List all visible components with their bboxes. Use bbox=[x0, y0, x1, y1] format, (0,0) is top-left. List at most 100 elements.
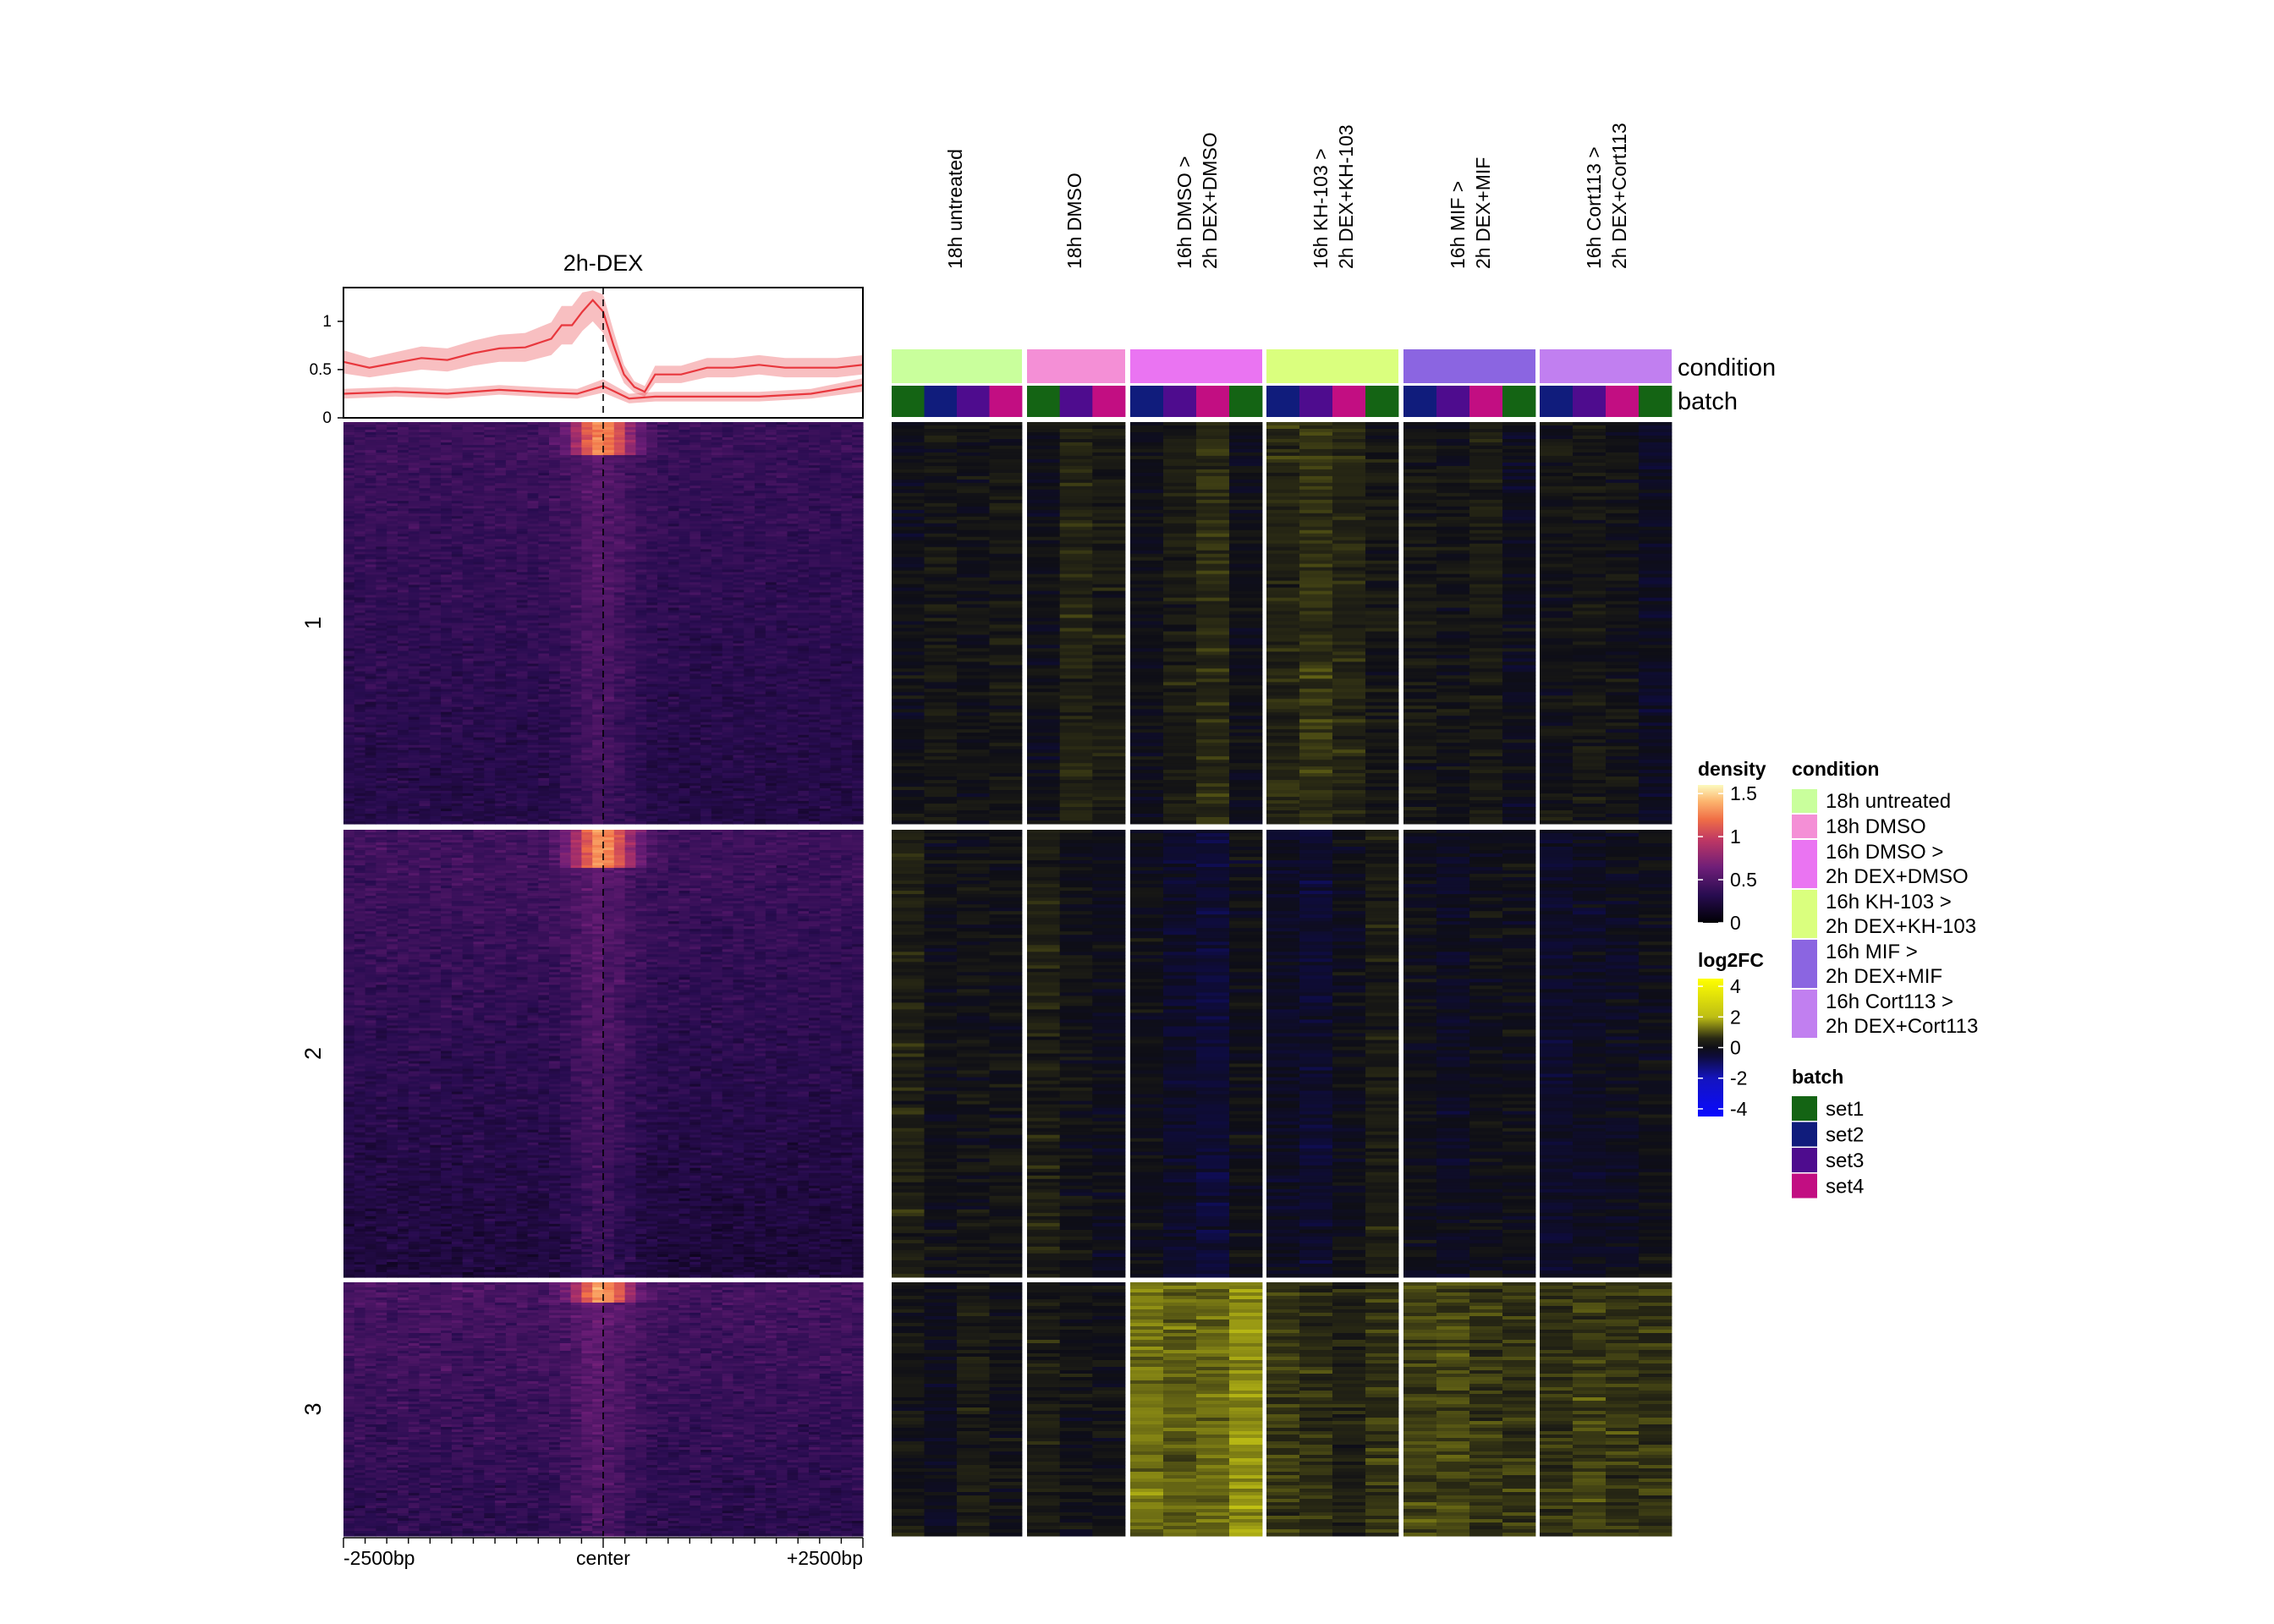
density-cell bbox=[387, 465, 398, 469]
density-cell bbox=[657, 422, 669, 425]
density-cell bbox=[733, 551, 744, 555]
density-cell bbox=[722, 584, 734, 588]
density-cell bbox=[484, 546, 496, 550]
density-cell bbox=[700, 480, 712, 484]
density-cell bbox=[841, 432, 853, 436]
density-cell bbox=[635, 478, 647, 481]
density-cell bbox=[430, 455, 442, 458]
density-cell bbox=[354, 508, 366, 512]
density-cell bbox=[776, 536, 788, 540]
density-cell bbox=[809, 640, 821, 645]
density-cell bbox=[354, 526, 366, 529]
density-cell bbox=[398, 460, 409, 464]
density-cell bbox=[408, 480, 420, 484]
density-cell bbox=[462, 501, 475, 504]
density-cell bbox=[841, 536, 853, 540]
density-cell bbox=[700, 483, 712, 486]
density-cell bbox=[581, 582, 593, 585]
density-cell bbox=[473, 529, 485, 532]
density-cell bbox=[473, 526, 485, 529]
density-cell bbox=[430, 574, 442, 578]
density-cell bbox=[387, 587, 398, 590]
density-cell bbox=[343, 427, 355, 431]
density-cell bbox=[505, 486, 518, 489]
density-cell bbox=[430, 435, 442, 438]
density-cell bbox=[376, 531, 387, 535]
density-cell bbox=[505, 559, 518, 562]
density-cell bbox=[441, 590, 453, 593]
density-cell bbox=[398, 567, 409, 570]
density-cell bbox=[646, 590, 658, 593]
density-cell bbox=[376, 506, 387, 509]
density-cell bbox=[354, 440, 366, 443]
density-cell bbox=[776, 440, 788, 443]
density-cell bbox=[462, 557, 475, 560]
density-cell bbox=[678, 503, 690, 507]
density-cell bbox=[462, 508, 475, 512]
density-cell bbox=[462, 430, 475, 433]
density-cell bbox=[657, 468, 669, 471]
density-cell bbox=[624, 584, 636, 588]
density-cell bbox=[700, 640, 712, 645]
density-cell bbox=[852, 432, 864, 436]
density-cell bbox=[398, 486, 409, 489]
density-cell bbox=[744, 513, 755, 517]
density-cell bbox=[495, 488, 507, 491]
density-cell bbox=[473, 478, 485, 481]
density-cell bbox=[667, 445, 680, 448]
density-cell bbox=[505, 681, 518, 685]
density-cell bbox=[441, 435, 453, 438]
density-cell bbox=[441, 681, 453, 685]
density-cell bbox=[408, 475, 420, 479]
density-cell bbox=[700, 551, 712, 555]
density-cell bbox=[538, 450, 550, 453]
density-cell bbox=[809, 460, 821, 464]
density-cell bbox=[635, 511, 647, 514]
density-cell bbox=[516, 468, 529, 471]
density-cell bbox=[430, 554, 442, 557]
density-cell bbox=[776, 559, 788, 562]
density-cell bbox=[527, 554, 539, 557]
density-cell bbox=[495, 455, 507, 458]
density-cell bbox=[505, 508, 518, 512]
density-cell bbox=[841, 590, 853, 593]
density-cell bbox=[538, 480, 550, 484]
density-cell bbox=[776, 442, 788, 446]
density-cell bbox=[419, 491, 431, 494]
density-cell bbox=[549, 442, 561, 446]
density-cell bbox=[495, 501, 507, 504]
density-cell bbox=[462, 574, 475, 578]
density-cell bbox=[613, 460, 626, 464]
density-cell bbox=[678, 437, 690, 441]
density-cell bbox=[343, 534, 355, 537]
density-cell bbox=[852, 577, 864, 580]
density-cell bbox=[462, 681, 475, 685]
density-cell bbox=[538, 455, 550, 458]
density-cell bbox=[744, 478, 755, 481]
density-cell bbox=[830, 524, 842, 527]
density-cell bbox=[798, 468, 810, 471]
density-cell bbox=[387, 572, 398, 575]
density-cell bbox=[830, 488, 842, 491]
density-cell bbox=[516, 447, 529, 451]
density-cell bbox=[441, 430, 453, 433]
density-cell bbox=[441, 567, 453, 570]
density-cell bbox=[559, 574, 572, 578]
density-cell bbox=[809, 584, 821, 588]
density-cell bbox=[581, 440, 593, 443]
density-cell bbox=[495, 587, 507, 590]
density-cell bbox=[603, 513, 615, 517]
density-cell bbox=[365, 544, 376, 547]
density-cell bbox=[776, 496, 788, 499]
density-cell bbox=[505, 440, 518, 443]
density-cell bbox=[667, 491, 680, 494]
density-cluster-1 bbox=[343, 422, 864, 825]
density-cell bbox=[830, 422, 842, 425]
density-cell bbox=[549, 524, 561, 527]
density-cell bbox=[689, 447, 701, 451]
density-cell bbox=[408, 564, 420, 568]
density-cell bbox=[538, 640, 550, 645]
density-cell bbox=[430, 432, 442, 436]
density-cell bbox=[495, 513, 507, 517]
